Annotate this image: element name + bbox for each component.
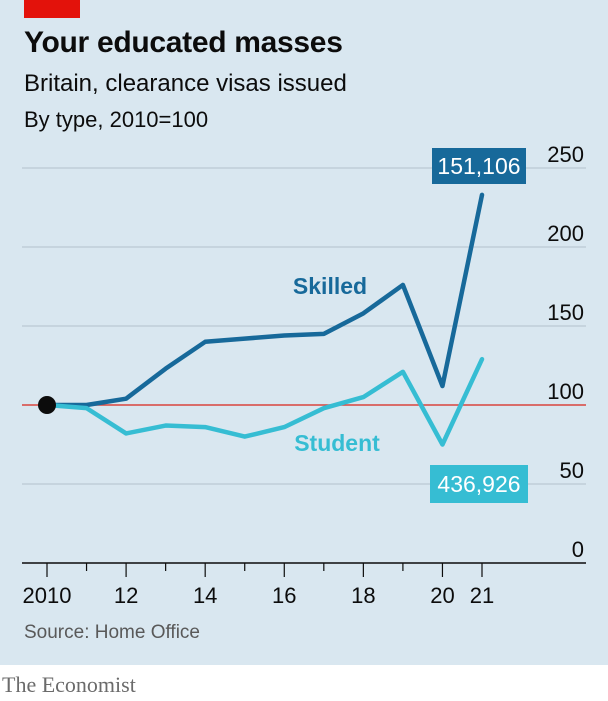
- x-tick-label-2020: 20: [430, 583, 454, 608]
- callout-box-student: [430, 465, 528, 503]
- publisher-brand: The Economist: [2, 672, 136, 697]
- series-line-student: [44, 356, 485, 447]
- callout-value-skilled: 151,106: [437, 153, 520, 179]
- x-tick-label-2018: 18: [351, 583, 375, 608]
- x-tick-label-2021: 21: [470, 583, 494, 608]
- y-tick-label-250: 250: [547, 142, 584, 167]
- x-tick-label-2014: 14: [193, 583, 217, 608]
- callout-value-student: 436,926: [437, 471, 520, 497]
- chart-title: Your educated masses: [24, 26, 343, 59]
- y-tick-label-50: 50: [560, 458, 584, 483]
- series-line-skilled: [44, 192, 485, 408]
- x-tick-label-2016: 16: [272, 583, 296, 608]
- y-tick-label-0: 0: [572, 537, 584, 562]
- x-tick-label-2012: 12: [114, 583, 138, 608]
- series-label-skilled: Skilled: [293, 273, 367, 299]
- chart-subtitle: Britain, clearance visas issued: [24, 70, 347, 97]
- y-tick-label-150: 150: [547, 300, 584, 325]
- y-tick-label-100: 100: [547, 379, 584, 404]
- source-note: Source: Home Office: [24, 622, 201, 643]
- brand-red-tag: [24, 0, 80, 18]
- index-start-marker: [38, 396, 56, 414]
- chart-unit-note: By type, 2010=100: [24, 107, 209, 132]
- x-tick-label-2010: 2010: [23, 583, 72, 608]
- y-tick-label-200: 200: [547, 221, 584, 246]
- callout-box-skilled: [432, 148, 526, 184]
- line-chart: 0 50 100 150 200 250 2010 12 14 16 18 20 21 Skilled St…: [22, 142, 586, 608]
- series-label-student: Student: [294, 430, 380, 456]
